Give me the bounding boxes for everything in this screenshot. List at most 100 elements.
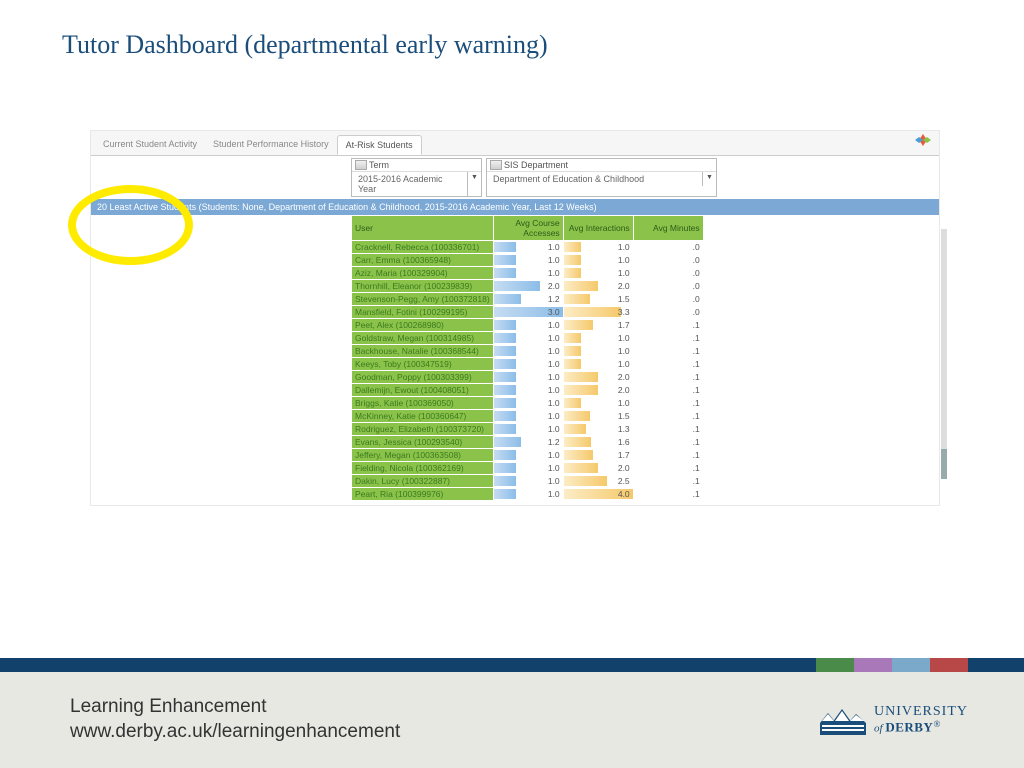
cell-access: 1.0	[493, 488, 563, 501]
tab-at-risk[interactable]: At-Risk Students	[337, 135, 422, 155]
cell-access: 1.0	[493, 241, 563, 254]
student-name[interactable]: Fielding, Nicola (100362169)	[352, 462, 494, 475]
cell-interactions: 2.0	[563, 462, 633, 475]
table-row[interactable]: Goodman, Poppy (100303399)1.02.0.1	[352, 371, 704, 384]
table-row[interactable]: Briggs, Katie (100369050)1.01.0.1	[352, 397, 704, 410]
student-name[interactable]: Rodriguez, Elizabeth (100373720)	[352, 423, 494, 436]
cell-access: 1.0	[493, 332, 563, 345]
cell-access: 1.0	[493, 423, 563, 436]
cell-access: 1.0	[493, 267, 563, 280]
table-row[interactable]: Aziz, Maria (100329904)1.01.0.0	[352, 267, 704, 280]
cell-minutes: .1	[633, 475, 703, 488]
student-name[interactable]: Dallemijn, Ewout (100408051)	[352, 384, 494, 397]
student-name[interactable]: McKinney, Katie (100360647)	[352, 410, 494, 423]
cell-minutes: .0	[633, 306, 703, 319]
student-name[interactable]: Aziz, Maria (100329904)	[352, 267, 494, 280]
cell-minutes: .1	[633, 410, 703, 423]
student-name[interactable]: Backhouse, Natalie (100368544)	[352, 345, 494, 358]
filter-term-value: 2015-2016 Academic Year	[352, 172, 467, 196]
cell-minutes: .0	[633, 280, 703, 293]
tab-performance-history[interactable]: Student Performance History	[205, 135, 337, 155]
cell-access: 3.0	[493, 306, 563, 319]
table-row[interactable]: Carr, Emma (100365948)1.01.0.0	[352, 254, 704, 267]
cell-access: 1.2	[493, 293, 563, 306]
cell-minutes: .0	[633, 241, 703, 254]
footer-stripe	[0, 658, 1024, 672]
cell-access: 1.0	[493, 475, 563, 488]
section-banner: 20 Least Active Students (Students: None…	[91, 199, 939, 215]
tab-current-activity[interactable]: Current Student Activity	[95, 135, 205, 155]
cell-interactions: 1.0	[563, 358, 633, 371]
dashboard-panel: Current Student Activity Student Perform…	[90, 130, 940, 506]
table-row[interactable]: Jeffery, Megan (100363508)1.01.7.1	[352, 449, 704, 462]
cell-minutes: .0	[633, 254, 703, 267]
cell-minutes: .1	[633, 319, 703, 332]
student-name[interactable]: Briggs, Katie (100369050)	[352, 397, 494, 410]
cell-interactions: 1.0	[563, 241, 633, 254]
col-minutes[interactable]: Avg Minutes	[633, 216, 703, 241]
cell-minutes: .1	[633, 384, 703, 397]
table-row[interactable]: McKinney, Katie (100360647)1.01.5.1	[352, 410, 704, 423]
cell-access: 1.0	[493, 254, 563, 267]
cell-minutes: .1	[633, 371, 703, 384]
student-name[interactable]: Carr, Emma (100365948)	[352, 254, 494, 267]
footer-line1: Learning Enhancement	[70, 695, 400, 720]
cell-access: 1.0	[493, 462, 563, 475]
col-user[interactable]: User	[352, 216, 494, 241]
cell-interactions: 1.3	[563, 423, 633, 436]
student-name[interactable]: Stevenson-Pegg, Amy (100372818)	[352, 293, 494, 306]
cell-interactions: 1.0	[563, 397, 633, 410]
app-logo-icon	[913, 133, 933, 147]
col-interactions[interactable]: Avg Interactions	[563, 216, 633, 241]
cell-access: 2.0	[493, 280, 563, 293]
student-name[interactable]: Jeffery, Megan (100363508)	[352, 449, 494, 462]
cell-interactions: 1.7	[563, 319, 633, 332]
cell-minutes: .1	[633, 397, 703, 410]
table-row[interactable]: Peart, Ria (100399976)1.04.0.1	[352, 488, 704, 501]
cell-interactions: 1.6	[563, 436, 633, 449]
col-access[interactable]: Avg Course Accesses	[493, 216, 563, 241]
table-row[interactable]: Evans, Jessica (100293540)1.21.6.1	[352, 436, 704, 449]
university-wordmark: UNIVERSITY of DERBY®	[874, 705, 968, 735]
student-name[interactable]: Thornhill, Eleanor (100239839)	[352, 280, 494, 293]
cell-minutes: .0	[633, 293, 703, 306]
table-row[interactable]: Stevenson-Pegg, Amy (100372818)1.21.5.0	[352, 293, 704, 306]
filter-department[interactable]: SIS Department Department of Education &…	[486, 158, 717, 197]
table-row[interactable]: Peet, Alex (100268980)1.01.7.1	[352, 319, 704, 332]
table-row[interactable]: Mansfield, Fotini (100299195)3.03.3.0	[352, 306, 704, 319]
student-name[interactable]: Evans, Jessica (100293540)	[352, 436, 494, 449]
student-name[interactable]: Keeys, Toby (100347519)	[352, 358, 494, 371]
cell-interactions: 3.3	[563, 306, 633, 319]
filter-dept-value: Department of Education & Childhood	[487, 172, 702, 186]
table-row[interactable]: Dakin, Lucy (100322887)1.02.5.1	[352, 475, 704, 488]
table-row[interactable]: Rodriguez, Elizabeth (100373720)1.01.3.1	[352, 423, 704, 436]
table-row[interactable]: Dallemijn, Ewout (100408051)1.02.0.1	[352, 384, 704, 397]
student-name[interactable]: Mansfield, Fotini (100299195)	[352, 306, 494, 319]
page-title: Tutor Dashboard (departmental early warn…	[0, 0, 1024, 60]
student-name[interactable]: Dakin, Lucy (100322887)	[352, 475, 494, 488]
cell-access: 1.0	[493, 397, 563, 410]
table-row[interactable]: Cracknell, Rebecca (100336701)1.01.0.0	[352, 241, 704, 254]
filter-term[interactable]: Term 2015-2016 Academic Year▼	[351, 158, 482, 197]
student-name[interactable]: Goodman, Poppy (100303399)	[352, 371, 494, 384]
chevron-down-icon[interactable]: ▼	[467, 172, 481, 196]
cell-minutes: .1	[633, 488, 703, 501]
filter-dept-label: SIS Department	[487, 159, 716, 172]
cell-interactions: 2.5	[563, 475, 633, 488]
footer-line2: www.derby.ac.uk/learningenhancement	[70, 720, 400, 745]
table-row[interactable]: Backhouse, Natalie (100368544)1.01.0.1	[352, 345, 704, 358]
table-row[interactable]: Thornhill, Eleanor (100239839)2.02.0.0	[352, 280, 704, 293]
table-row[interactable]: Goldstraw, Megan (100314985)1.01.0.1	[352, 332, 704, 345]
cell-minutes: .1	[633, 332, 703, 345]
student-name[interactable]: Cracknell, Rebecca (100336701)	[352, 241, 494, 254]
student-name[interactable]: Peart, Ria (100399976)	[352, 488, 494, 501]
table-row[interactable]: Keeys, Toby (100347519)1.01.0.1	[352, 358, 704, 371]
table-row[interactable]: Fielding, Nicola (100362169)1.02.0.1	[352, 462, 704, 475]
scrollbar[interactable]	[941, 229, 947, 479]
cell-minutes: .1	[633, 423, 703, 436]
student-name[interactable]: Peet, Alex (100268980)	[352, 319, 494, 332]
cell-minutes: .1	[633, 436, 703, 449]
cell-access: 1.0	[493, 410, 563, 423]
chevron-down-icon[interactable]: ▼	[702, 172, 716, 186]
student-name[interactable]: Goldstraw, Megan (100314985)	[352, 332, 494, 345]
